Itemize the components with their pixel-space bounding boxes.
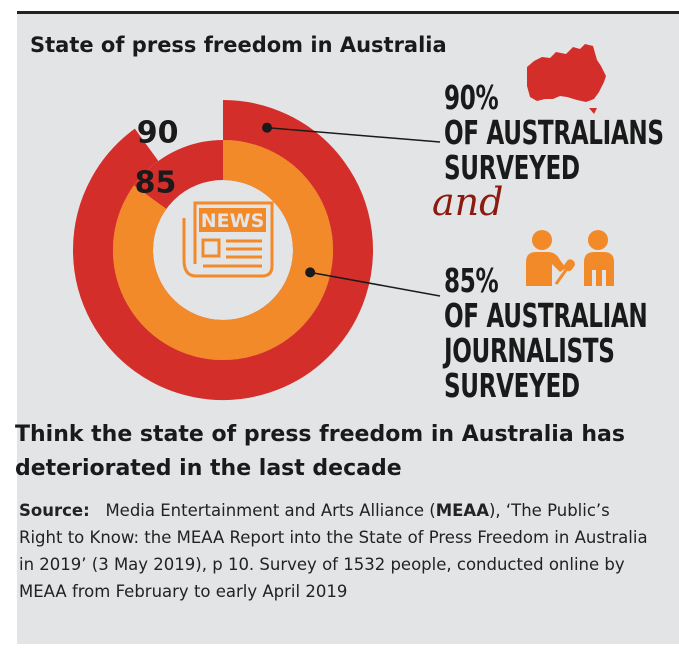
stat-journalists-line3: SURVEYED — [444, 366, 580, 405]
source-note: Source: Media Entertainment and Arts All… — [19, 497, 654, 605]
stat-journalists-value: 85% — [444, 261, 499, 300]
stat-journalists: 85% OF AUSTRALIAN JOURNALISTS SURVEYED — [444, 261, 648, 405]
chart-title: State of press freedom in Australia — [30, 33, 447, 57]
data-label-90: 90 — [137, 115, 179, 150]
source-text-post: ), ‘The Public’s Right to Know: the MEAA… — [19, 501, 648, 601]
stat-australians-line2: SURVEYED — [444, 148, 580, 187]
stat-journalists-line2: JOURNALISTS — [444, 331, 615, 370]
donut-arc-journalists — [113, 140, 333, 360]
stat-australians-value: 90% — [444, 78, 499, 117]
newspaper-icon: NEWS — [182, 201, 274, 278]
stat-journalists-line1: OF AUSTRALIAN — [444, 296, 648, 335]
leader-line-journalists — [310, 271, 441, 297]
leader-dot-journalists — [305, 267, 316, 278]
source-label: Source: — [19, 501, 90, 520]
connector-word: and — [432, 180, 504, 224]
interview-icon — [526, 230, 614, 286]
data-label-85: 85 — [135, 165, 177, 200]
source-text-pre: Media Entertainment and Arts Alliance ( — [105, 501, 436, 520]
stat-australians-line1: OF AUSTRALIANS — [444, 113, 664, 152]
chart-subtitle: Think the state of press freedom in Aust… — [15, 422, 625, 481]
source-org: MEAA — [435, 501, 489, 520]
donut-arc-australians — [73, 100, 373, 400]
leader-dot-australians — [262, 122, 273, 133]
donut-chart: 90 85 NEWS — [73, 44, 614, 400]
newspaper-icon-text: NEWS — [201, 210, 265, 232]
australia-map-icon — [527, 44, 606, 114]
leader-line-australians — [266, 126, 441, 143]
stat-australians: 90% OF AUSTRALIANS SURVEYED — [444, 80, 664, 185]
